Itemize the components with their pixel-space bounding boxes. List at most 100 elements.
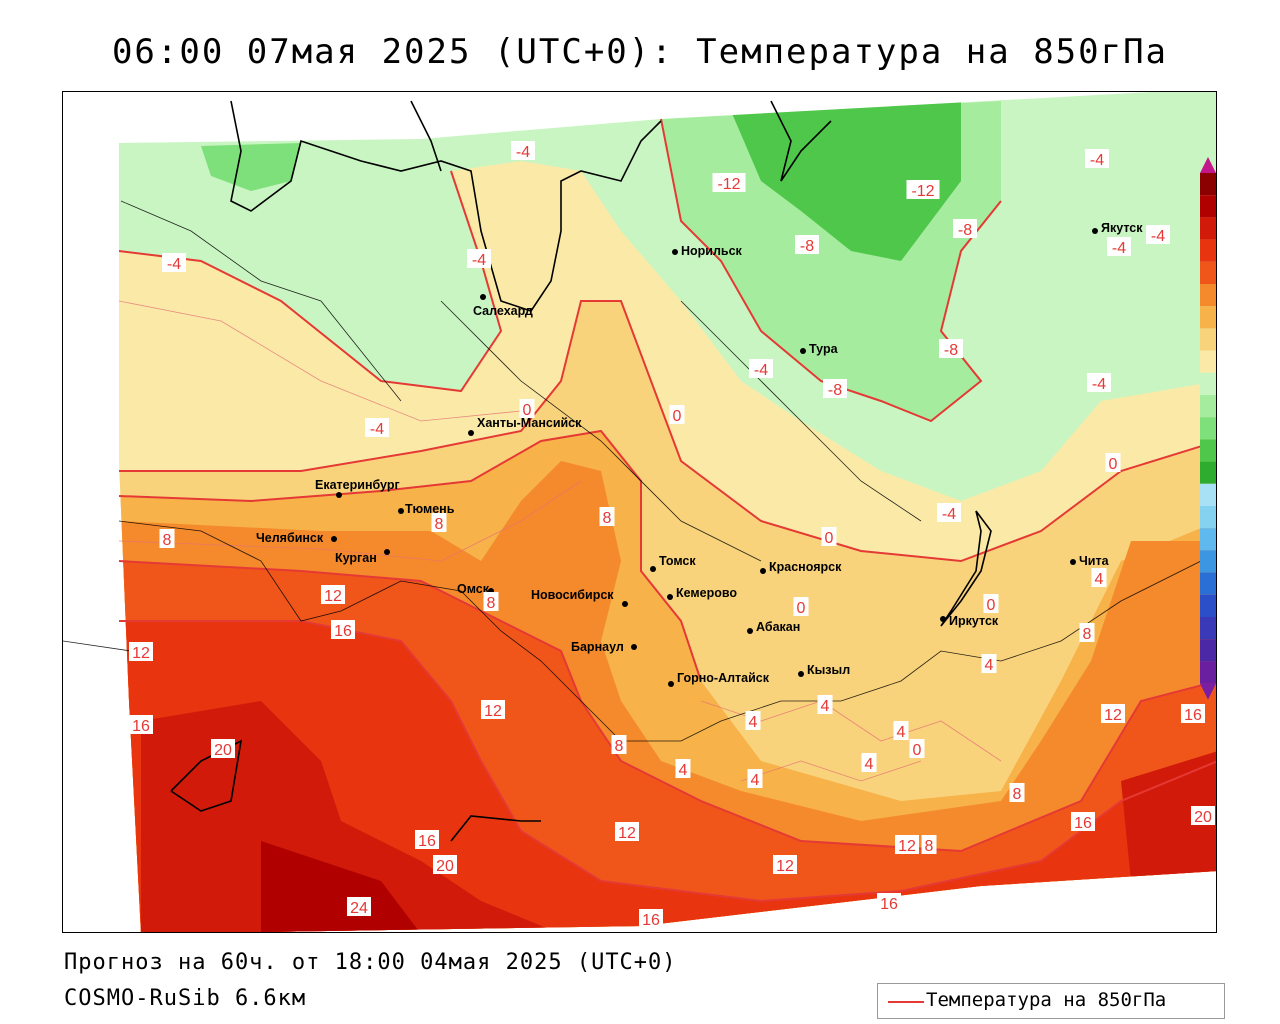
isotherm-label: 4	[1091, 568, 1107, 588]
svg-text:-4: -4	[1090, 152, 1104, 169]
city-gorno-altaysk: Горно-Алтайск	[668, 671, 770, 687]
model-name: COSMO-RuSib 6.6км	[64, 986, 307, 1011]
isotherm-label: -12	[906, 180, 940, 200]
city-yekaterinburg: Екатеринбург	[315, 478, 400, 498]
svg-text:-12: -12	[911, 183, 934, 200]
isotherm-label: 8	[483, 592, 499, 612]
isotherm-label: -4	[1087, 373, 1111, 393]
isotherm-label: 4	[817, 695, 833, 715]
isotherm-label: 12	[321, 585, 345, 605]
city-abakan: Абакан	[747, 620, 800, 634]
isotherm-label: 0	[1105, 453, 1121, 473]
svg-text:Красноярск: Красноярск	[769, 560, 842, 574]
coastlines	[170, 100, 992, 842]
isotherm-label: 12	[773, 855, 797, 875]
svg-text:16: 16	[132, 718, 150, 735]
isotherm-label: -4	[511, 141, 535, 161]
svg-text:8: 8	[1013, 786, 1022, 803]
colorbar-swatch	[1200, 417, 1216, 440]
isotherm-label: -4	[162, 253, 186, 273]
svg-text:Абакан: Абакан	[756, 620, 800, 634]
svg-text:Новосибирск: Новосибирск	[531, 588, 614, 602]
isotherm-label: 8	[611, 735, 627, 755]
svg-text:Норильск: Норильск	[681, 244, 743, 258]
svg-text:-4: -4	[516, 144, 530, 161]
isotherm-label: 12	[895, 835, 919, 855]
colorbar: 2824201612840-4-8-12-16-20-24-28-32-36-4…	[1200, 157, 1216, 700]
svg-text:16: 16	[1074, 815, 1092, 832]
svg-text:-4: -4	[1112, 240, 1126, 257]
svg-text:Курган: Курган	[335, 551, 377, 565]
legend: Температура на 850гПа	[877, 983, 1225, 1019]
city-tura: Тура	[800, 342, 839, 356]
city-kemerovo: Кемерово	[667, 586, 737, 600]
svg-text:4: 4	[1095, 571, 1104, 588]
svg-text:0: 0	[673, 408, 682, 425]
city-norilsk: Норильск	[672, 244, 743, 258]
city-salekhard: Салехард	[473, 294, 533, 318]
isotherm-label: -8	[939, 339, 963, 359]
svg-text:12: 12	[1104, 707, 1122, 724]
svg-text:16: 16	[334, 623, 352, 640]
svg-text:-4: -4	[1151, 228, 1165, 245]
svg-text:0: 0	[987, 597, 996, 614]
svg-text:Иркутск: Иркутск	[949, 614, 999, 628]
isotherm-label: 4	[747, 769, 763, 789]
colorbar-swatch	[1200, 217, 1216, 240]
isotherm-labels: -4 -12 -12 -8 -8 -4 -4 -4 -4 -4 -4 -8 -8 -4 -4 0 0 0 0 0 0 -4…	[129, 141, 1215, 929]
colorbar-swatch	[1200, 306, 1216, 329]
isotherm-label: 24	[347, 897, 371, 917]
colorbar-bottom-arrow	[1200, 683, 1216, 700]
city-tyumen: Тюмень	[398, 502, 455, 516]
city-irkutsk: Иркутск	[940, 614, 999, 628]
isotherm-label: 16	[639, 909, 663, 929]
svg-text:Екатеринбург: Екатеринбург	[315, 478, 400, 492]
svg-text:12: 12	[898, 838, 916, 855]
svg-text:0: 0	[913, 742, 922, 759]
svg-text:4: 4	[865, 756, 874, 773]
colorbar-swatch	[1200, 173, 1216, 196]
isotherm-label: 20	[1191, 806, 1215, 826]
colorbar-swatch	[1200, 239, 1216, 262]
colorbar-swatch	[1200, 328, 1216, 351]
svg-text:8: 8	[1083, 626, 1092, 643]
colorbar-swatch	[1200, 284, 1216, 307]
isotherm-label: 12	[129, 642, 153, 662]
city-novosibirsk: Новосибирск	[531, 588, 628, 607]
isotherm-label: 12	[615, 822, 639, 842]
svg-text:Кызыл: Кызыл	[807, 663, 850, 677]
isotherm-label: 12	[1101, 704, 1125, 724]
isotherm-label: 4	[675, 759, 691, 779]
isotherm-label: 8	[1079, 623, 1095, 643]
colorbar-swatch	[1200, 350, 1216, 373]
svg-text:Барнаул: Барнаул	[571, 640, 624, 654]
svg-text:Томск: Томск	[659, 554, 696, 568]
colorbar-swatch	[1200, 639, 1216, 662]
isotherm-label: 8	[159, 529, 175, 549]
isotherm-label: 0	[821, 527, 837, 547]
svg-text:0: 0	[1109, 456, 1118, 473]
svg-text:-8: -8	[828, 382, 842, 399]
isotherm-label: 20	[211, 739, 235, 759]
svg-text:20: 20	[436, 858, 454, 875]
svg-text:-4: -4	[1092, 376, 1106, 393]
isotherm-label: -4	[937, 503, 961, 523]
isotherm-label: 4	[981, 654, 997, 674]
isotherm-label: 16	[877, 893, 901, 913]
isotherm-label: -4	[749, 359, 773, 379]
svg-text:12: 12	[324, 588, 342, 605]
forecast-info: Прогноз на 60ч. от 18:00 04мая 2025 (UTC…	[64, 950, 677, 975]
colorbar-swatch	[1200, 483, 1216, 506]
svg-text:Тюмень: Тюмень	[405, 502, 455, 516]
isotherm-label: -4	[1107, 237, 1131, 257]
colorbar-swatch	[1200, 261, 1216, 284]
svg-text:Якутск: Якутск	[1101, 221, 1143, 235]
svg-text:Кемерово: Кемерово	[676, 586, 737, 600]
svg-text:-4: -4	[370, 421, 384, 438]
svg-text:-4: -4	[942, 506, 956, 523]
isotherm-label: 16	[1071, 812, 1095, 832]
svg-text:-8: -8	[958, 222, 972, 239]
colorbar-swatch	[1200, 195, 1216, 218]
city-tomsk: Томск	[650, 554, 696, 572]
isotherm-label: 16	[129, 715, 153, 735]
